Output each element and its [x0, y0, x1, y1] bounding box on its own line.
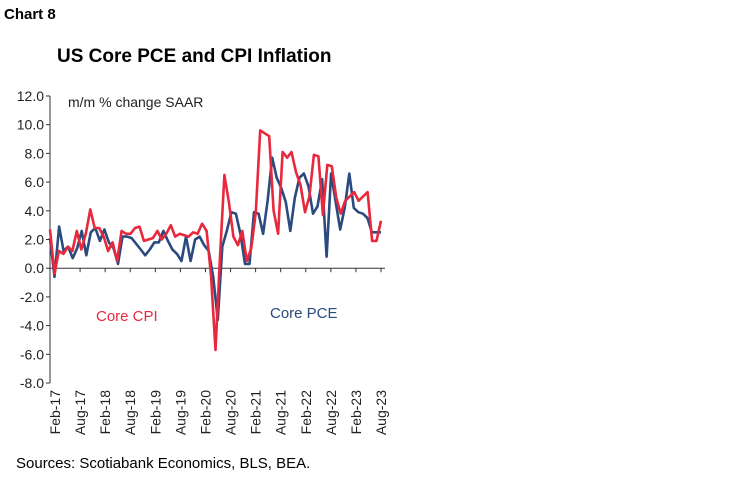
x-tick-label: Aug-22 — [323, 390, 339, 435]
y-tick-label: 0.0 — [25, 260, 45, 276]
y-axis-label: m/m % change SAAR — [68, 94, 203, 110]
y-tick-label: -6.0 — [20, 346, 44, 362]
y-tick-label: -2.0 — [20, 289, 44, 305]
core-cpi-line — [48, 129, 383, 352]
x-tick-label: Aug-23 — [373, 390, 389, 435]
x-tick-label: Feb-18 — [97, 390, 113, 435]
x-tick-label: Feb-23 — [348, 390, 364, 435]
x-tick-label: Aug-17 — [72, 390, 88, 435]
x-tick-label: Feb-20 — [197, 390, 213, 435]
x-tick-label: Feb-22 — [298, 390, 314, 435]
core-pce-line — [48, 156, 381, 322]
y-tick-label: 6.0 — [25, 174, 45, 190]
x-tick-label: Feb-17 — [47, 390, 63, 435]
y-axis-ticks: 12.0 10.0 8.0 6.0 4.0 2.0 0.0 -2.0 -4.0 -6.0 -8.0 — [17, 88, 50, 391]
source-note: Sources: Scotiabank Economics, BLS, BEA. — [16, 455, 311, 472]
y-tick-label: -8.0 — [20, 375, 44, 391]
x-tick-label: Feb-19 — [147, 390, 163, 435]
x-tick-label: Aug-18 — [122, 390, 138, 435]
x-tick-label: Aug-20 — [223, 390, 239, 435]
x-tick-label: Aug-19 — [172, 390, 188, 435]
core-pce-label: Core PCE — [270, 305, 338, 322]
x-axis-ticks: Feb-17 Aug-17 Feb-18 Aug-18 Feb-19 Aug-19 Feb-… — [47, 268, 389, 435]
series-lines — [48, 129, 383, 352]
y-tick-label: 8.0 — [25, 145, 45, 161]
y-tick-label: 12.0 — [17, 88, 44, 104]
y-tick-label: 10.0 — [17, 117, 44, 133]
core-cpi-label: Core CPI — [96, 308, 158, 325]
chart-number-label: Chart 8 — [4, 6, 56, 23]
y-tick-label: 2.0 — [25, 232, 45, 248]
chart-title: US Core PCE and CPI Inflation — [57, 46, 332, 67]
y-tick-label: -4.0 — [20, 318, 44, 334]
x-tick-label: Feb-21 — [248, 390, 264, 435]
x-tick-label: Aug-21 — [273, 390, 289, 435]
y-tick-label: 4.0 — [25, 203, 45, 219]
